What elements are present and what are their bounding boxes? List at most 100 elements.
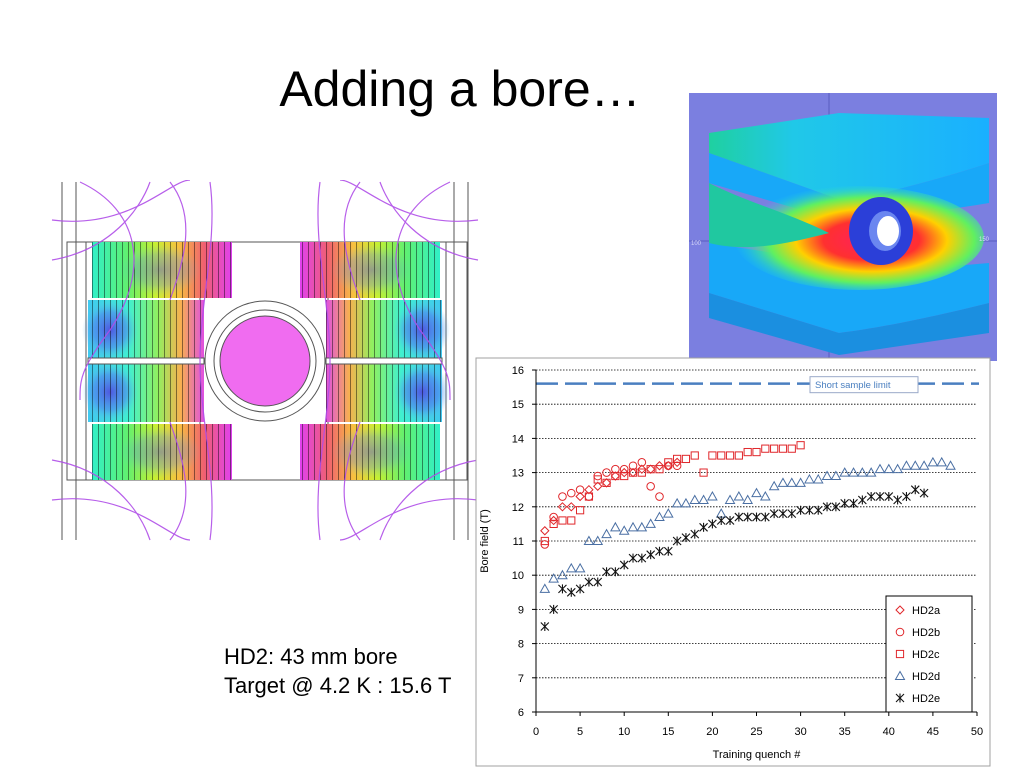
point-hd2e-27 [778, 509, 788, 519]
point-hd2a-13 [654, 461, 665, 471]
point-hd2d-2 [557, 569, 568, 580]
legend-box [885, 595, 973, 713]
point-hd2b-2 [558, 492, 567, 501]
point-hd2c-8 [611, 471, 620, 481]
legend-marker-hd2a [895, 605, 905, 615]
point-hd2d-19 [707, 491, 718, 501]
legend-marker-hd2b [895, 627, 905, 637]
point-hd2c-15 [673, 454, 682, 464]
point-hd2e-35 [849, 498, 858, 508]
point-hd2d-23 [742, 494, 754, 504]
point-hd2c-3 [567, 516, 576, 525]
caption-line-2: Target @ 4.2 K : 15.6 T [224, 673, 452, 698]
point-hd2d-11 [636, 521, 648, 532]
point-hd2c-13 [655, 465, 664, 474]
x-tick-label-7: 35 [839, 726, 851, 738]
chart-points [539, 441, 956, 631]
legend-label-hd2a: HD2a [912, 605, 941, 617]
legend-label-hd2e: HD2e [912, 693, 940, 705]
render3d-tick-right: 150 [979, 237, 990, 243]
x-axis-ticks: 0 5 10 15 20 25 30 35 40 45 50 [533, 712, 983, 738]
point-hd2d-14 [662, 508, 674, 518]
point-hd2d-21 [724, 494, 736, 504]
point-hd2d-28 [786, 477, 798, 487]
point-hd2d-44 [927, 456, 939, 467]
point-hd2c-25 [761, 444, 770, 453]
point-hd2e-42 [910, 485, 920, 495]
point-hd2d-42 [909, 460, 921, 470]
point-hd2d-27 [777, 477, 789, 487]
point-hd2d-41 [901, 460, 912, 470]
point-hd2c-28 [787, 444, 796, 453]
point-hd2d-10 [627, 521, 639, 532]
legend-label-hd2c: HD2c [912, 649, 940, 661]
point-hd2c-11 [637, 468, 646, 477]
point-hd2c-1 [549, 519, 558, 529]
point-hd2a-0 [540, 526, 550, 536]
point-hd2e-31 [813, 505, 823, 515]
point-hd2b-7 [602, 468, 611, 477]
y-tick-label-4: 10 [512, 570, 524, 582]
point-hd2c-16 [681, 454, 691, 464]
point-hd2e-19 [708, 519, 717, 529]
point-hd2d-39 [883, 463, 895, 474]
point-hd2d-9 [618, 525, 630, 535]
point-hd2a-9 [619, 467, 629, 478]
point-hd2b-4 [575, 485, 585, 494]
point-hd2b-8 [611, 464, 620, 474]
point-hd2a-15 [672, 457, 682, 468]
x-axis-label: Training quench # [713, 749, 802, 761]
point-hd2d-25 [759, 491, 771, 501]
point-hd2e-33 [831, 502, 841, 512]
point-hd2d-46 [945, 460, 956, 470]
point-hd2b-1 [549, 512, 558, 522]
point-hd2a-11 [637, 464, 647, 474]
point-hd2d-16 [680, 497, 692, 508]
point-hd2c-6 [593, 475, 602, 484]
point-hd2d-7 [601, 528, 612, 539]
y-tick-label-7: 13 [512, 468, 524, 480]
y-tick-label-2: 8 [518, 639, 524, 651]
point-hd2c-26 [770, 444, 779, 453]
point-hd2b-12 [646, 481, 655, 491]
x-tick-label-3: 15 [662, 726, 674, 738]
y-tick-label-8: 14 [512, 433, 524, 445]
point-hd2c-0 [540, 536, 549, 546]
point-hd2e-7 [602, 567, 611, 577]
slide-title: Adding a bore… [279, 61, 641, 117]
point-hd2d-4 [574, 562, 586, 573]
x-tick-label-2: 10 [618, 726, 630, 738]
y-axis-ticks: 6 7 8 9 10 11 12 13 14 15 16 [512, 365, 536, 719]
point-hd2e-14 [663, 546, 673, 556]
point-hd2d-12 [645, 518, 657, 528]
y-tick-label-1: 7 [518, 673, 524, 685]
legend-marker-hd2c [895, 649, 905, 659]
point-hd2c-5 [584, 492, 594, 501]
short-sample-limit-label-box [809, 376, 919, 394]
point-hd2c-18 [699, 468, 708, 477]
point-hd2e-34 [840, 498, 850, 508]
x-tick-label-5: 25 [750, 726, 762, 738]
point-hd2c-22 [734, 451, 743, 460]
point-hd2b-10 [628, 461, 638, 471]
x-tick-label-0: 0 [533, 726, 539, 738]
point-hd2e-22 [734, 512, 744, 522]
magnet-cross-section [51, 180, 479, 541]
point-hd2d-3 [565, 562, 577, 573]
point-hd2d-22 [733, 491, 745, 501]
point-hd2e-10 [628, 553, 638, 563]
point-hd2e-6 [593, 577, 603, 587]
point-hd2e-23 [743, 512, 753, 522]
point-hd2c-23 [743, 447, 752, 457]
point-hd2a-6 [593, 481, 603, 491]
point-hd2b-13 [655, 492, 664, 501]
point-hd2d-0 [539, 583, 551, 593]
point-hd2e-21 [725, 515, 735, 525]
point-hd2d-26 [768, 480, 780, 491]
point-hd2c-17 [690, 451, 699, 460]
point-hd2c-27 [778, 444, 788, 453]
point-hd2e-29 [796, 505, 805, 515]
point-hd2e-3 [566, 587, 576, 597]
point-hd2c-14 [664, 458, 673, 467]
